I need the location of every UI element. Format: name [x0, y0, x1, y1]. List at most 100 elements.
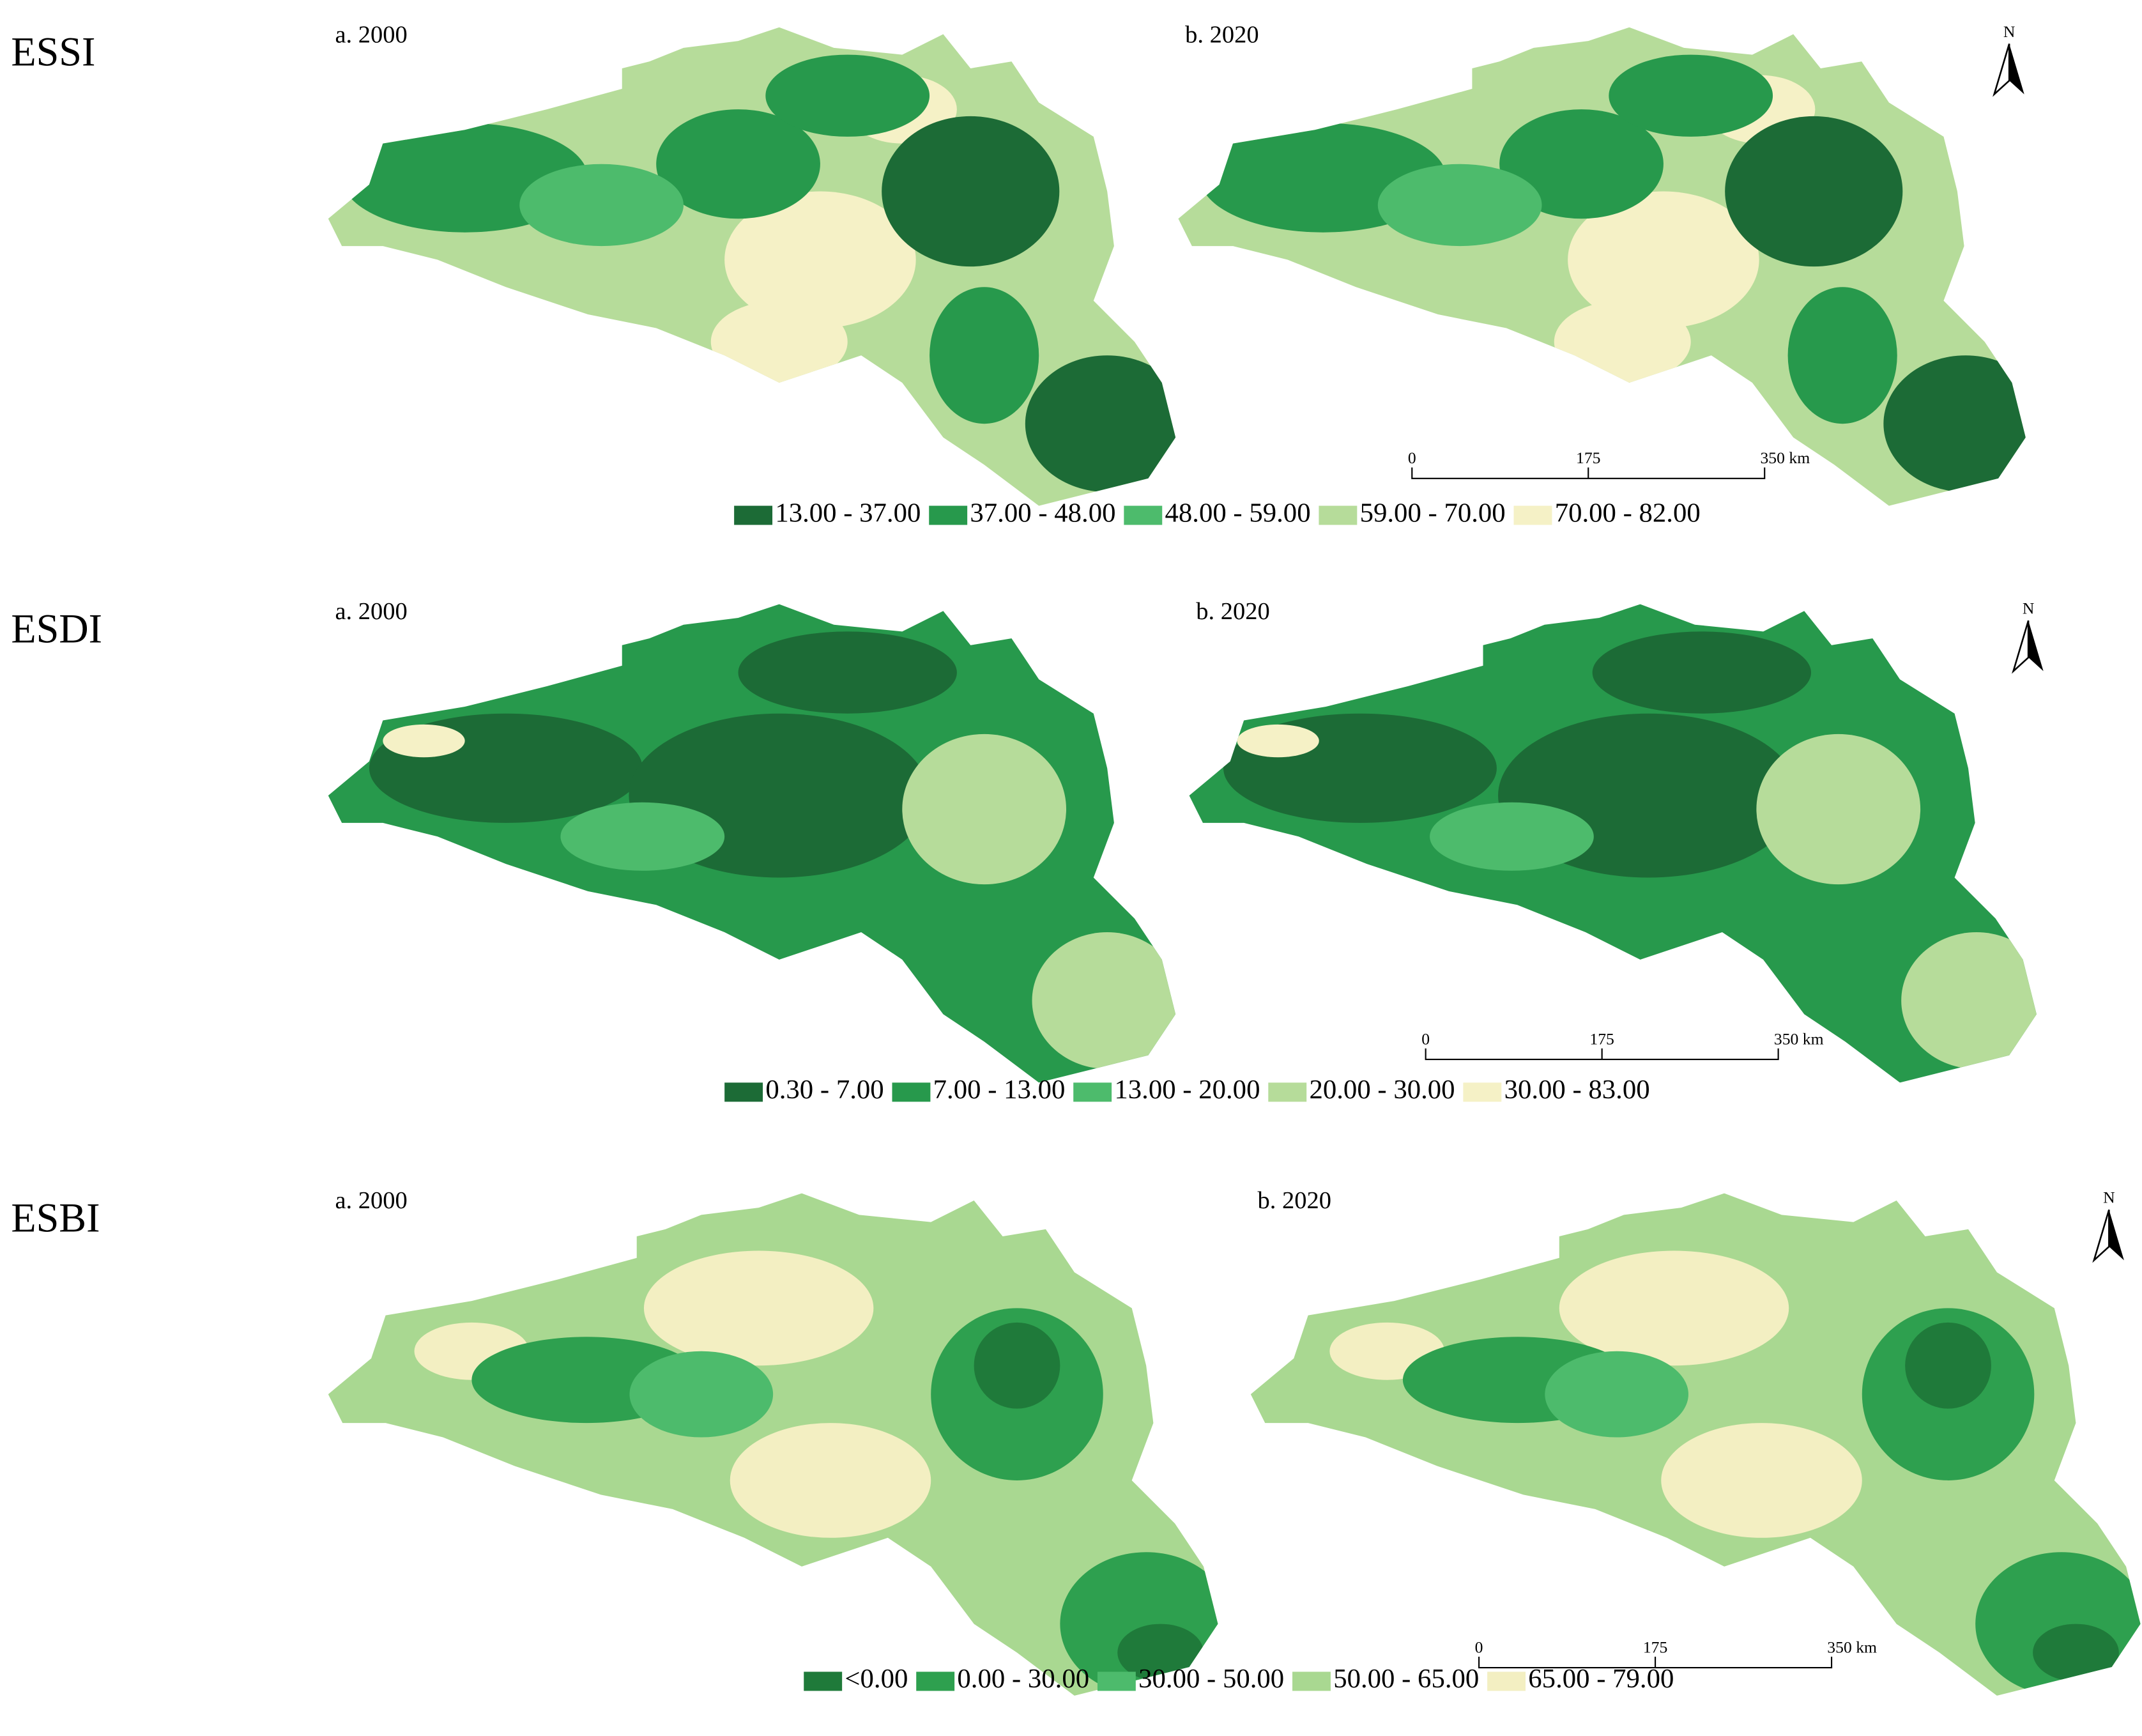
map-zone	[1756, 734, 1921, 885]
map-zone	[1883, 355, 2026, 493]
north-arrow	[2092, 1209, 2110, 1263]
north-arrow	[2028, 620, 2044, 672]
legend-swatch	[1319, 505, 1358, 525]
map-zone	[1032, 932, 1176, 1069]
map-zone	[902, 734, 1067, 885]
legend-label: 13.00 - 37.00	[775, 498, 921, 528]
north-arrow	[1993, 43, 2010, 97]
map-zone	[710, 300, 848, 383]
map-zone	[629, 1351, 774, 1438]
scale-label: 175	[1589, 1029, 1614, 1048]
legend-label: 30.00 - 83.00	[1504, 1075, 1650, 1105]
legend-swatch	[734, 505, 773, 525]
north-label: N	[2023, 599, 2035, 618]
map	[328, 27, 1176, 506]
map	[328, 604, 1176, 1083]
map-zone	[929, 287, 1039, 424]
map-zone	[1901, 932, 2037, 1069]
map-zone	[1025, 355, 1176, 493]
legend-swatch	[1124, 505, 1163, 525]
legend-label: 13.00 - 20.00	[1114, 1075, 1260, 1105]
map-subtitle: b. 2020	[1196, 598, 1270, 625]
scale-bar	[1478, 1656, 1833, 1669]
legend-label: 65.00 - 79.00	[1528, 1664, 1674, 1694]
map-zone	[974, 1322, 1060, 1409]
north-arrow	[2109, 1210, 2124, 1261]
scale-label: 175	[1576, 449, 1600, 467]
map-subtitle: b. 2020	[1185, 21, 1259, 48]
map-fill	[1250, 1193, 2141, 1696]
legend-swatch	[929, 505, 968, 525]
scale-label: 0	[1475, 1638, 1483, 1656]
map-zone	[1661, 1423, 1862, 1538]
row-label: ESSI	[11, 29, 95, 75]
legend-label: 70.00 - 82.00	[1555, 498, 1701, 528]
north-arrow	[2009, 43, 2024, 95]
legend-label: 37.00 - 48.00	[970, 498, 1115, 528]
north-arrow	[2012, 620, 2030, 674]
legend-swatch	[916, 1671, 955, 1691]
scale-label: 350 km	[1760, 449, 1810, 467]
map-zone	[882, 116, 1060, 267]
map	[1250, 1193, 2141, 1696]
map-zone	[1377, 164, 1542, 247]
map-zone	[1237, 724, 1319, 758]
legend-label: 30.00 - 50.00	[1138, 1664, 1284, 1694]
scale-label: 175	[1643, 1638, 1667, 1656]
map-zone	[1545, 1351, 1688, 1438]
map	[328, 1193, 1218, 1696]
legend-swatch	[1097, 1671, 1136, 1691]
north-label: N	[2103, 1188, 2115, 1207]
legend-swatch	[724, 1082, 763, 1102]
map-zone	[724, 191, 916, 328]
map-zone	[1559, 1250, 1789, 1366]
map-subtitle: a. 2000	[335, 1187, 407, 1214]
map-fill	[1189, 604, 2037, 1083]
legend-swatch	[1268, 1082, 1307, 1102]
map-zone	[1787, 287, 1897, 424]
map-zone	[1117, 1624, 1204, 1682]
legend-swatch	[1073, 1082, 1112, 1102]
legend-swatch	[1463, 1082, 1502, 1102]
map-zone	[765, 54, 930, 137]
map-zone	[738, 631, 957, 714]
legend-label: 48.00 - 59.00	[1165, 498, 1311, 528]
map-zone	[1905, 1322, 1991, 1409]
scale-bar	[1425, 1048, 1779, 1061]
map-zone	[560, 802, 725, 871]
scale-label: 0	[1421, 1029, 1430, 1048]
map-zone	[2033, 1624, 2119, 1682]
row-label: ESDI	[11, 606, 102, 652]
map-fill	[328, 604, 1176, 1083]
legend-swatch	[804, 1671, 843, 1691]
map-zone	[383, 724, 465, 758]
legend-label: 0.00 - 30.00	[957, 1664, 1089, 1694]
legend-label: 0.30 - 7.00	[765, 1075, 884, 1105]
map-fill	[328, 27, 1176, 506]
scale-bar	[1411, 467, 1766, 479]
scale-label: 0	[1408, 449, 1416, 467]
map-zone	[1568, 191, 1759, 328]
scale-label: 350 km	[1827, 1638, 1877, 1656]
legend-label: 20.00 - 30.00	[1309, 1075, 1455, 1105]
map	[1178, 27, 2026, 506]
legend-label: 59.00 - 70.00	[1360, 498, 1506, 528]
map-subtitle: b. 2020	[1258, 1187, 1331, 1214]
legend-swatch	[1292, 1671, 1331, 1691]
legend-swatch	[1513, 505, 1552, 525]
map-fill	[328, 1193, 1218, 1696]
map-zone	[643, 1250, 874, 1366]
map-zone	[1609, 54, 1773, 137]
north-label: N	[2003, 22, 2016, 41]
scale-label: 350 km	[1774, 1029, 1824, 1048]
map-zone	[1592, 631, 1811, 714]
map-zone	[1554, 300, 1691, 383]
map-fill	[1178, 27, 2026, 506]
map-zone	[519, 164, 684, 247]
row-label: ESBI	[11, 1195, 100, 1241]
map	[1189, 604, 2037, 1083]
map-zone	[1725, 116, 1903, 267]
map-zone	[1499, 109, 1664, 219]
map-zone	[1430, 802, 1594, 871]
